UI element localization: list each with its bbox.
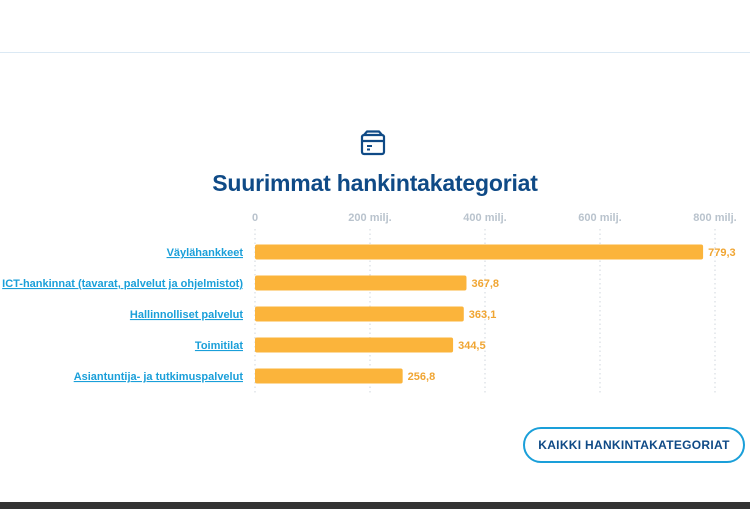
- bar: [255, 368, 403, 384]
- all-categories-button[interactable]: KAIKKI HANKINTAKATEGORIAT: [523, 427, 745, 463]
- value-label: 367,8: [471, 278, 499, 290]
- box-icon: [360, 130, 386, 156]
- category-link[interactable]: Hallinnolliset palvelut: [130, 309, 243, 321]
- category-bar-chart: 0 200 milj. 400 milj. 600 milj. 800 milj. Väy…: [2, 212, 737, 395]
- x-tick-label: 800 milj.: [693, 212, 736, 224]
- x-tick-label: 400 milj.: [463, 212, 506, 224]
- category-link[interactable]: ICT-hankinnat (tavarat, palvelut ja ohje…: [2, 278, 243, 290]
- value-label: 779,3: [708, 247, 736, 259]
- category-link[interactable]: Toimitilat: [195, 340, 243, 352]
- section-title: Suurimmat hankintakategoriat: [212, 170, 538, 196]
- bar: [255, 244, 704, 260]
- category-link[interactable]: Väylähankkeet: [167, 247, 244, 259]
- value-label: 344,5: [458, 340, 486, 352]
- header-divider: [0, 52, 750, 53]
- bottom-bar: [0, 502, 750, 509]
- bar: [255, 306, 464, 322]
- x-tick-label: 0: [252, 212, 258, 224]
- x-tick-label: 600 milj.: [578, 212, 621, 224]
- x-tick-label: 200 milj.: [348, 212, 391, 224]
- bar: [255, 275, 467, 291]
- bar: [255, 337, 454, 353]
- category-link[interactable]: Asiantuntija- ja tutkimuspalvelut: [74, 371, 244, 383]
- value-label: 256,8: [408, 371, 436, 383]
- value-label: 363,1: [469, 309, 497, 321]
